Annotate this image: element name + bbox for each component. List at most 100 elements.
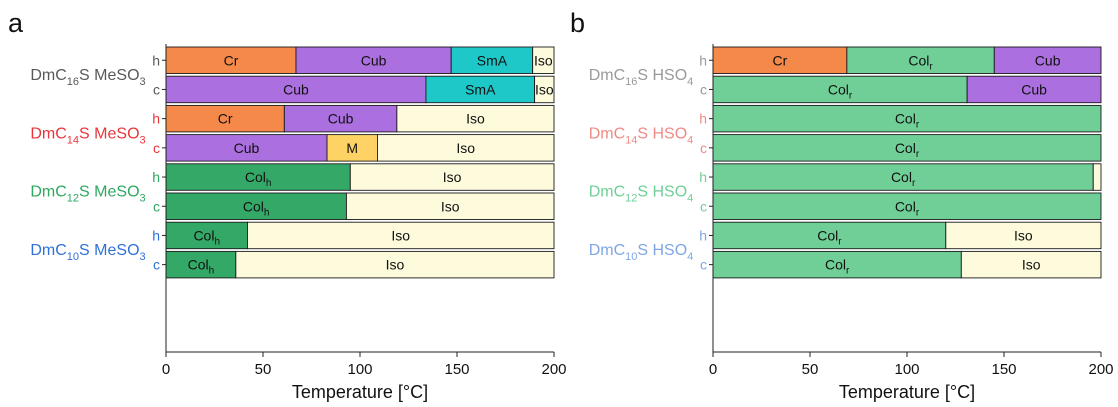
segment-label: M — [346, 140, 358, 156]
row-label-h: h — [152, 52, 160, 68]
segment-label: Cub — [361, 52, 387, 68]
x-tick-label: 50 — [255, 361, 272, 378]
x-tick-label: 100 — [894, 361, 919, 378]
x-tick-label: 50 — [802, 361, 819, 378]
bar-segment-iso — [345, 192, 555, 220]
segment-label: Colr — [825, 257, 850, 277]
row-label-c: c — [153, 140, 160, 156]
compound-label: DmC12S HSO4 — [589, 184, 694, 205]
segment-label: Colh — [245, 169, 272, 189]
bar-segment-iso — [247, 221, 555, 250]
segment-label: Colh — [188, 257, 215, 277]
bar-segment-colr — [712, 221, 947, 250]
bar-segment-iso — [945, 221, 1102, 250]
row-label-c: c — [153, 257, 160, 273]
segment-label: Cr — [218, 111, 233, 127]
segment-label: SmA — [465, 81, 496, 97]
bar-segment-colr — [712, 163, 1094, 191]
segment-label: Iso — [456, 140, 475, 156]
bar-segment-cub — [966, 75, 1102, 104]
segment-label: Colr — [817, 227, 842, 247]
segment-label: Iso — [1014, 227, 1033, 243]
bar-segment-iso — [1092, 163, 1102, 191]
segment-label: Colr — [828, 81, 853, 101]
compound-label: DmC16S MeSO3 — [30, 67, 145, 88]
compound-label: DmC16S HSO4 — [589, 67, 694, 88]
segment-label: SmA — [477, 52, 508, 68]
x-tick-label: 0 — [162, 361, 170, 378]
row-label-h: h — [699, 227, 707, 243]
segment-label: Iso — [466, 111, 485, 127]
bar-segment-cub — [283, 104, 398, 133]
bar-segment-colr — [712, 75, 968, 104]
x-tick-label: 100 — [347, 361, 372, 378]
segment-label: Iso — [535, 81, 554, 97]
row-label-c: c — [700, 198, 707, 214]
row-label-c: c — [700, 140, 707, 156]
row-label-c: c — [153, 81, 160, 97]
segment-label: Cub — [1021, 81, 1047, 97]
segment-label: Colr — [908, 52, 933, 72]
segment-label: Cr — [224, 52, 239, 68]
segment-label: Iso — [1022, 257, 1041, 273]
segment-label: Colh — [243, 198, 270, 218]
segment-label: Cub — [283, 81, 309, 97]
x-tick-label: 0 — [709, 361, 717, 378]
x-axis-title: Temperature [°C] — [839, 382, 975, 402]
row-label-c: c — [700, 81, 707, 97]
row-label-c: c — [700, 257, 707, 273]
row-label-h: h — [699, 111, 707, 127]
bar-segment-cr — [165, 104, 285, 133]
bar-segment-colh — [165, 250, 237, 279]
bar-segment-iso — [235, 250, 555, 279]
bar-segment-cr — [165, 46, 297, 74]
bar-segment-colr — [712, 250, 962, 279]
bar-segment-iso — [534, 75, 555, 104]
row-label-h: h — [699, 52, 707, 68]
bar-segment-colr — [712, 192, 1102, 220]
row-label-h: h — [152, 111, 160, 127]
compound-label: DmC14S HSO4 — [589, 125, 694, 146]
compound-label: DmC14S MeSO3 — [30, 125, 145, 146]
x-tick-label: 200 — [1088, 361, 1113, 378]
bar-segment-iso — [377, 134, 555, 162]
segment-label: Iso — [443, 169, 462, 185]
segment-label: Cub — [1035, 52, 1061, 68]
segment-label: Colr — [895, 198, 920, 218]
segment-label: Colh — [193, 227, 220, 247]
bar-segment-m — [326, 134, 378, 162]
row-label-c: c — [153, 198, 160, 214]
row-label-h: h — [152, 169, 160, 185]
segment-label: Iso — [441, 198, 460, 214]
panel-label: a — [8, 8, 24, 38]
segment-label: Colr — [895, 111, 920, 131]
bar-segment-cub — [993, 46, 1102, 74]
segment-label: Iso — [534, 52, 553, 68]
bar-segment-colh — [165, 163, 351, 191]
segment-label: Colr — [891, 169, 916, 189]
panel-label: b — [570, 8, 585, 38]
segment-label: Cr — [773, 52, 788, 68]
x-axis-title: Temperature [°C] — [292, 382, 428, 402]
x-tick-label: 150 — [991, 361, 1016, 378]
segment-label: Cub — [234, 140, 260, 156]
panel-b: b Cr Colr Cub h Colr Cub c DmC16S HSO4 Colr h Colr c… — [570, 8, 1114, 402]
bar-segment-iso — [532, 46, 555, 74]
row-label-h: h — [699, 169, 707, 185]
x-tick-label: 200 — [541, 361, 566, 378]
bar-segment-iso — [396, 104, 555, 133]
compound-label: DmC10S HSO4 — [589, 242, 694, 263]
segment-label: Iso — [391, 227, 410, 243]
bar-segment-iso — [960, 250, 1102, 279]
compound-label: DmC10S MeSO3 — [30, 242, 145, 263]
segment-label: Cub — [328, 111, 354, 127]
compound-label: DmC12S MeSO3 — [30, 184, 145, 205]
x-tick-label: 150 — [444, 361, 469, 378]
segment-label: Iso — [386, 257, 405, 273]
bar-segment-cub — [295, 46, 452, 74]
bar-segment-iso — [349, 163, 555, 191]
row-label-h: h — [152, 227, 160, 243]
bar-segment-cr — [712, 46, 848, 74]
